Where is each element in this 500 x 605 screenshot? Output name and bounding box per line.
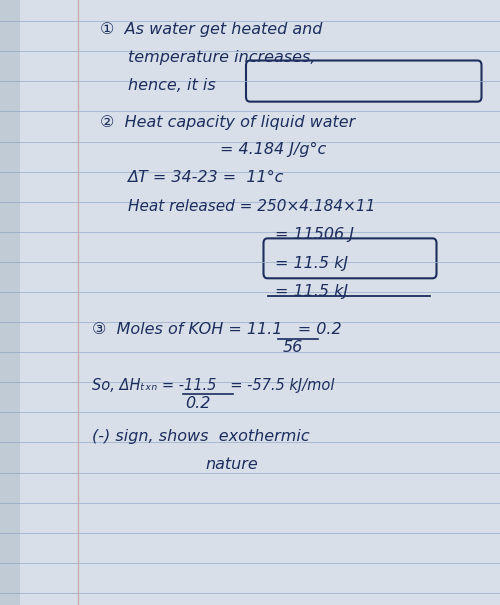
Text: So, ΔHₜₓₙ = -11.5   = -57.5 kJ/mol: So, ΔHₜₓₙ = -11.5 = -57.5 kJ/mol bbox=[92, 378, 335, 393]
Bar bbox=[0, 0, 20, 605]
Text: = 11.5 kJ: = 11.5 kJ bbox=[275, 256, 348, 270]
Text: = 11.5 kJ: = 11.5 kJ bbox=[275, 284, 348, 299]
Text: Heat released = 250×4.184×11: Heat released = 250×4.184×11 bbox=[128, 199, 375, 214]
Text: = 11506 J: = 11506 J bbox=[275, 227, 354, 242]
Text: temperature increases,: temperature increases, bbox=[128, 50, 315, 65]
Text: ③  Moles of KOH = 11.1   = 0.2: ③ Moles of KOH = 11.1 = 0.2 bbox=[92, 322, 342, 337]
Text: ①  As water get heated and: ① As water get heated and bbox=[100, 22, 322, 36]
Text: hence, it is: hence, it is bbox=[128, 79, 215, 93]
Text: nature: nature bbox=[205, 457, 258, 472]
Text: ΔT = 34-23 =  11°c: ΔT = 34-23 = 11°c bbox=[128, 171, 284, 185]
Text: 0.2: 0.2 bbox=[185, 396, 210, 411]
Text: = 4.184 J/g°c: = 4.184 J/g°c bbox=[220, 142, 326, 157]
Text: ②  Heat capacity of liquid water: ② Heat capacity of liquid water bbox=[100, 115, 355, 129]
Text: (-) sign, shows  exothermic: (-) sign, shows exothermic bbox=[92, 430, 310, 444]
Text: 56: 56 bbox=[282, 341, 303, 355]
